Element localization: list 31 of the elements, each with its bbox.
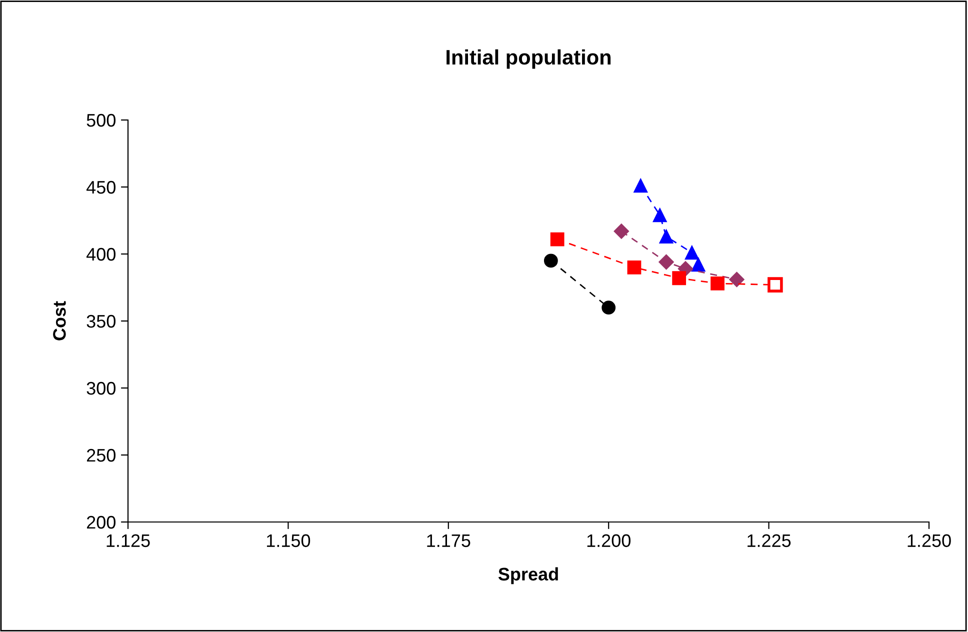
x-axis-title: Spread [498, 567, 558, 584]
y-tick-label: 400 [86, 248, 116, 261]
y-tick-label: 500 [86, 114, 116, 127]
point [710, 276, 724, 290]
x-tick-label: 1.175 [427, 534, 470, 548]
point [544, 254, 558, 268]
point [658, 254, 674, 270]
y-tick-label: 250 [86, 448, 116, 462]
x-tick-label: 1.250 [908, 534, 951, 548]
point [768, 277, 783, 292]
point [684, 246, 699, 260]
x-tick-label: 1.150 [266, 534, 310, 548]
chart-title: Initial population [446, 49, 611, 69]
point [550, 232, 564, 246]
x-tick-label: 1.200 [587, 534, 630, 548]
point [602, 300, 616, 315]
point [652, 208, 667, 222]
point [691, 258, 706, 272]
point [634, 178, 648, 193]
point [672, 271, 686, 286]
x-tick-label: 1.125 [106, 534, 150, 548]
x-tick-label: 1.225 [748, 534, 791, 548]
y-axis-title: Cost [53, 301, 66, 340]
point [627, 260, 642, 274]
point [659, 230, 674, 244]
point [729, 272, 744, 288]
y-tick-label: 450 [86, 180, 116, 194]
y-tick-label: 350 [86, 314, 116, 328]
y-tick-label: 200 [86, 516, 116, 529]
y-tick-label: 300 [86, 382, 116, 395]
point [614, 224, 629, 239]
